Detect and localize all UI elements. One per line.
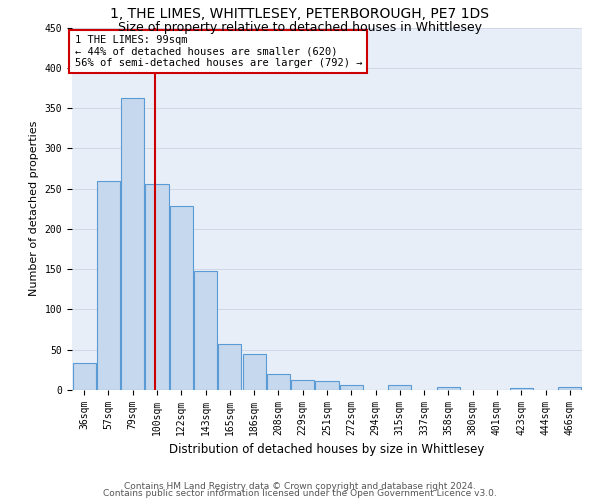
Bar [388,385,412,390]
Bar [316,381,338,390]
Bar [437,387,460,390]
Bar [559,387,581,390]
Text: Contains public sector information licensed under the Open Government Licence v3: Contains public sector information licen… [103,489,497,498]
Bar [510,388,533,390]
Text: Size of property relative to detached houses in Whittlesey: Size of property relative to detached ho… [118,21,482,34]
Text: 1, THE LIMES, WHITTLESEY, PETERBOROUGH, PE7 1DS: 1, THE LIMES, WHITTLESEY, PETERBOROUGH, … [110,8,490,22]
Bar [340,385,363,390]
Text: Contains HM Land Registry data © Crown copyright and database right 2024.: Contains HM Land Registry data © Crown c… [124,482,476,491]
Bar [242,354,266,390]
X-axis label: Distribution of detached houses by size in Whittlesey: Distribution of detached houses by size … [169,444,485,456]
Bar [97,180,120,390]
Bar [291,380,314,390]
Bar [218,344,241,390]
Bar [194,271,217,390]
Bar [73,364,95,390]
Bar [170,206,193,390]
Bar [145,184,169,390]
Bar [267,374,290,390]
Text: 1 THE LIMES: 99sqm
← 44% of detached houses are smaller (620)
56% of semi-detach: 1 THE LIMES: 99sqm ← 44% of detached hou… [74,35,362,68]
Y-axis label: Number of detached properties: Number of detached properties [29,121,39,296]
Bar [121,98,144,390]
